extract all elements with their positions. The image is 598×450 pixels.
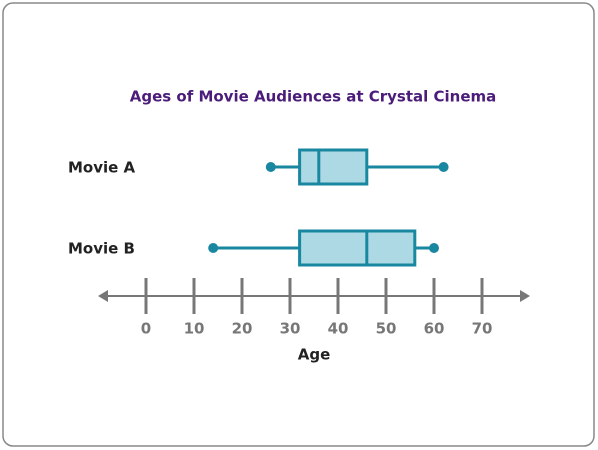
min-point	[265, 162, 276, 172]
max-point	[429, 243, 439, 253]
x-tick-label: 60	[424, 320, 445, 338]
x-tick-label: 30	[280, 320, 301, 338]
x-tick-label: 20	[232, 320, 253, 338]
x-tick-label: 0	[141, 320, 151, 338]
category-label: Movie B	[68, 240, 135, 258]
x-tick-label: 50	[376, 320, 397, 338]
box	[298, 229, 417, 267]
x-axis-label: Age	[298, 346, 331, 364]
x-tick-label: 70	[472, 320, 493, 338]
box	[298, 148, 369, 186]
x-tick-label: 10	[184, 320, 205, 338]
axis-arrow	[98, 290, 108, 302]
max-point	[438, 162, 449, 172]
x-tick-label: 40	[328, 320, 349, 338]
chart-title: Ages of Movie Audiences at Crystal Cinem…	[130, 88, 497, 106]
category-label: Movie A	[68, 159, 136, 177]
min-point	[208, 243, 219, 253]
axis-arrow	[520, 290, 530, 302]
